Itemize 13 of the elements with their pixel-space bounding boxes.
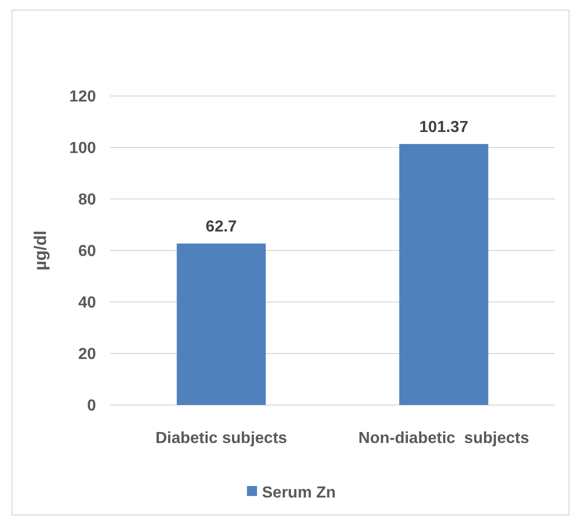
y-tick-label: 40 [78,294,96,312]
y-axis-title: µg/dl [31,230,50,271]
y-tick-label: 0 [87,398,96,415]
y-tick-label: 60 [78,243,96,260]
data-label: 62.7 [206,218,237,236]
data-label: 101.37 [419,118,468,136]
x-tick-label: Non-diabetic subjects [358,430,530,447]
y-tick-label: 100 [69,140,96,158]
x-tick-label: Diabetic subjects [155,430,288,447]
legend-label: Serum Zn [262,484,336,502]
y-tick-label: 20 [78,346,96,364]
y-tick-label: 120 [69,88,96,106]
y-tick-label: 80 [78,192,96,209]
